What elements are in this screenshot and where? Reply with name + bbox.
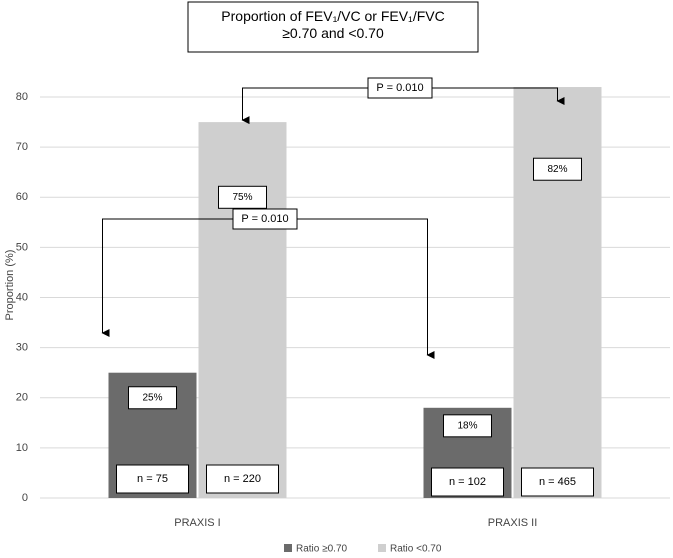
n-label: n = 102 <box>449 476 486 488</box>
y-tick-label: 0 <box>22 492 28 504</box>
y-tick-label: 30 <box>16 342 28 354</box>
n-label: n = 465 <box>539 476 576 488</box>
y-tick-label: 50 <box>16 241 28 253</box>
legend-swatch <box>378 544 386 552</box>
y-tick-label: 40 <box>16 291 28 303</box>
n-label-box <box>116 464 189 494</box>
title-holder: Proportion of FEV₁/VC or FEV₁/FVC ≥0.70 … <box>221 8 445 41</box>
bar <box>513 87 602 499</box>
legend-label: Ratio ≥0.70 <box>296 544 348 555</box>
y-tick-label: 70 <box>16 141 28 153</box>
legend-label: Ratio <0.70 <box>390 544 442 555</box>
n-label-box <box>431 467 504 497</box>
annotation: P = 0.010 <box>376 82 423 94</box>
x-tick-label: PRAXIS I <box>174 517 220 529</box>
value-label: 25% <box>142 392 162 403</box>
y-axis-label: Proportion (%) <box>4 250 16 321</box>
y-tick-label: 20 <box>16 392 28 404</box>
n-label-box <box>521 467 594 497</box>
y-tick-label: 60 <box>16 191 28 203</box>
value-label: 18% <box>457 420 477 431</box>
n-label: n = 220 <box>224 473 261 485</box>
n-label-box <box>206 464 279 494</box>
value-label-box <box>128 386 177 410</box>
legend-swatch <box>284 544 292 552</box>
n-label: n = 75 <box>137 473 168 485</box>
bar <box>198 122 287 498</box>
y-tick-label: 10 <box>16 442 28 454</box>
annotation-box <box>232 208 298 230</box>
annotation-box <box>367 77 433 99</box>
y-tick-label: 80 <box>16 91 28 103</box>
chart-title: Proportion of FEV₁/VC or FEV₁/FVC ≥0.70 … <box>221 8 445 41</box>
value-label: 75% <box>232 192 252 203</box>
value-label: 82% <box>547 164 567 175</box>
value-label-box <box>533 157 582 181</box>
title-box <box>187 1 479 53</box>
value-label-box <box>218 185 267 209</box>
annotation: P = 0.010 <box>241 213 288 225</box>
value-label-box <box>443 414 492 438</box>
x-tick-label: PRAXIS II <box>488 517 538 529</box>
